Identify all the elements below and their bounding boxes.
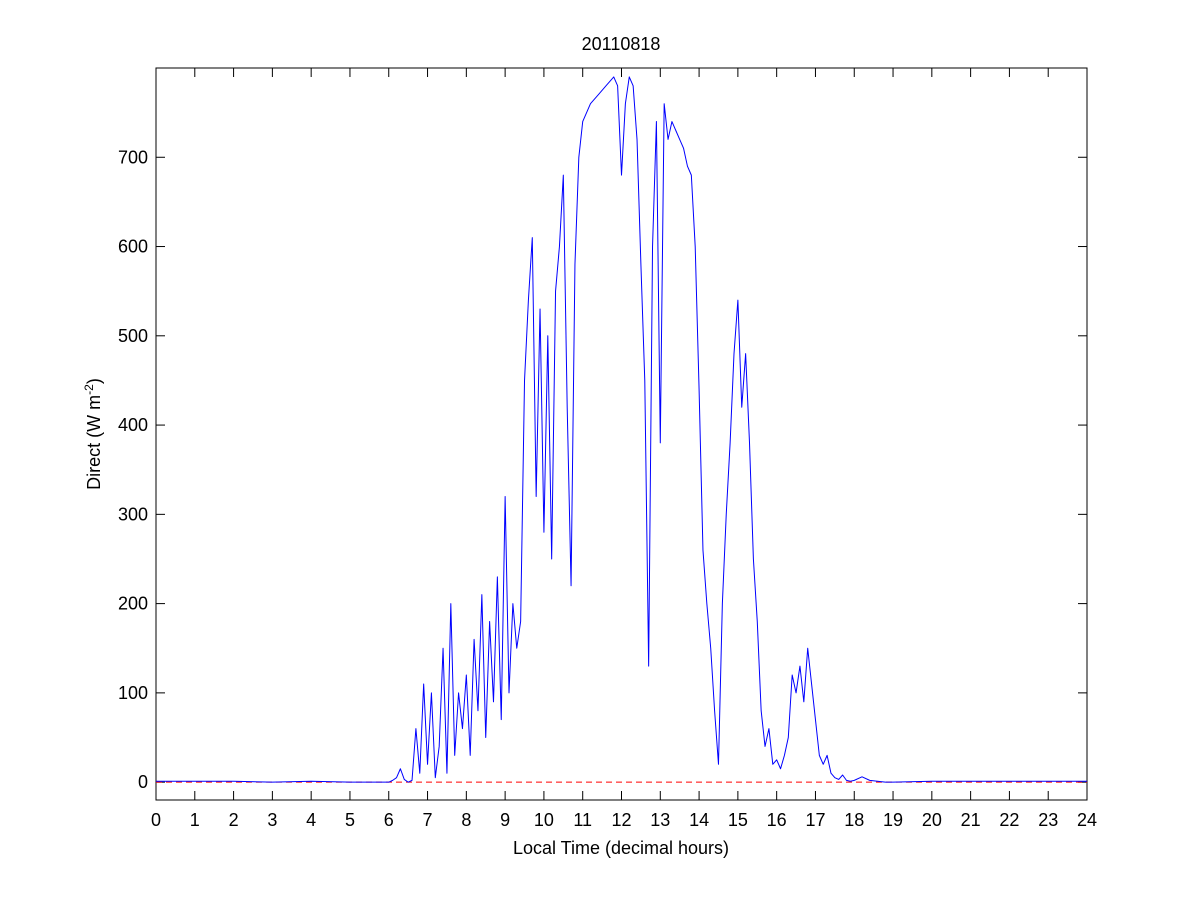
x-axis-label: Local Time (decimal hours) bbox=[513, 838, 729, 858]
x-tick-label: 10 bbox=[534, 810, 554, 830]
y-tick-label: 500 bbox=[118, 326, 148, 346]
x-tick-label: 6 bbox=[384, 810, 394, 830]
x-tick-label: 20 bbox=[922, 810, 942, 830]
x-tick-label: 2 bbox=[229, 810, 239, 830]
x-tick-label: 21 bbox=[961, 810, 981, 830]
x-tick-label: 22 bbox=[999, 810, 1019, 830]
y-label-close: ) bbox=[84, 378, 104, 384]
y-tick-label: 600 bbox=[118, 237, 148, 257]
x-tick-label: 1 bbox=[190, 810, 200, 830]
x-tick-label: 19 bbox=[883, 810, 903, 830]
y-tick-label: 400 bbox=[118, 415, 148, 435]
x-tick-label: 15 bbox=[728, 810, 748, 830]
x-tick-label: 23 bbox=[1038, 810, 1058, 830]
x-tick-label: 16 bbox=[767, 810, 787, 830]
x-tick-label: 13 bbox=[650, 810, 670, 830]
y-tick-label: 100 bbox=[118, 683, 148, 703]
x-tick-label: 24 bbox=[1077, 810, 1097, 830]
x-tick-label: 17 bbox=[805, 810, 825, 830]
y-label-sup: -2 bbox=[82, 384, 96, 395]
x-tick-label: 18 bbox=[844, 810, 864, 830]
x-tick-label: 14 bbox=[689, 810, 709, 830]
x-tick-label: 7 bbox=[423, 810, 433, 830]
x-tick-label: 0 bbox=[151, 810, 161, 830]
y-tick-label: 200 bbox=[118, 594, 148, 614]
y-label-main: Direct (W m bbox=[84, 395, 104, 490]
x-tick-label: 8 bbox=[461, 810, 471, 830]
chart-title: 20110818 bbox=[582, 34, 661, 54]
y-tick-label: 0 bbox=[138, 772, 148, 792]
x-tick-label: 12 bbox=[611, 810, 631, 830]
y-axis-label: Direct (W m-2) bbox=[82, 378, 104, 490]
data-line bbox=[156, 76, 1087, 783]
plot-area bbox=[155, 67, 1088, 801]
y-tick-label: 700 bbox=[118, 147, 148, 167]
x-tick-label: 11 bbox=[573, 810, 592, 830]
x-tick-label: 9 bbox=[500, 810, 510, 830]
x-tick-label: 3 bbox=[267, 810, 277, 830]
x-tick-label: 4 bbox=[306, 810, 316, 830]
y-tick-label: 300 bbox=[118, 504, 148, 524]
x-tick-label: 5 bbox=[345, 810, 355, 830]
